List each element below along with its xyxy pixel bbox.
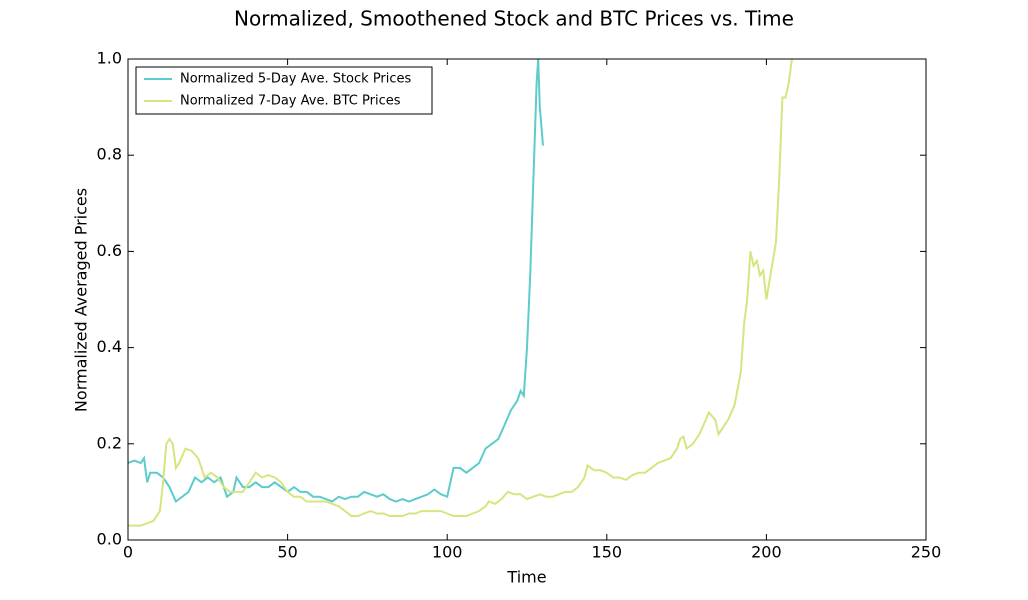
legend-label: Normalized 7-Day Ave. BTC Prices <box>180 94 401 109</box>
x-tick-label: 100 <box>432 543 463 562</box>
x-tick-label: 50 <box>277 543 297 562</box>
y-tick-label: 1.0 <box>97 49 122 68</box>
y-tick-label: 0.6 <box>97 241 122 260</box>
legend-box <box>135 66 433 115</box>
data-line <box>128 58 793 527</box>
data-line <box>127 58 544 504</box>
y-axis-label: Normalized Averaged Prices <box>72 188 91 412</box>
y-tick-label: 0.0 <box>97 530 122 549</box>
y-tick-label: 0.8 <box>97 145 122 164</box>
x-axis-label: Time <box>506 568 546 587</box>
y-tick-label: 0.2 <box>97 433 122 452</box>
chart-title: Normalized, Smoothened Stock and BTC Pri… <box>234 7 794 31</box>
y-tick-label: 0.4 <box>97 337 122 356</box>
x-tick-label: 200 <box>751 543 782 562</box>
x-tick-label: 0 <box>123 543 133 562</box>
plot-area <box>128 59 926 540</box>
legend-label: Normalized 5-Day Ave. Stock Prices <box>180 72 412 87</box>
plot-frame <box>127 58 927 541</box>
x-tick-label: 250 <box>911 543 942 562</box>
x-tick-label: 150 <box>592 543 623 562</box>
